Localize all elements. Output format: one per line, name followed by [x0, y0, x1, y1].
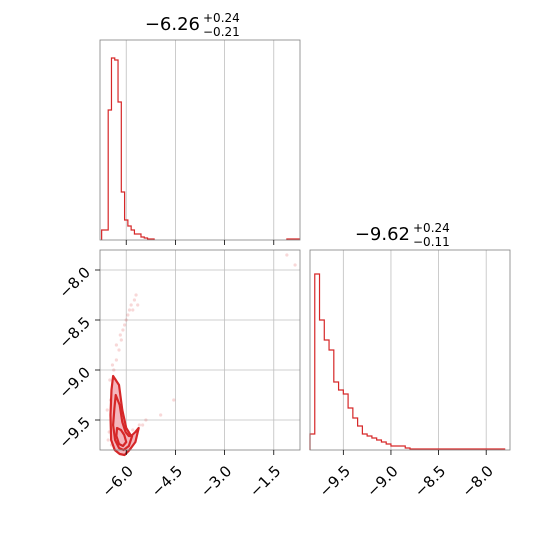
- joint-point: [131, 308, 135, 312]
- joint-point: [159, 413, 163, 417]
- joint-point: [141, 423, 145, 427]
- contour-inner: [115, 426, 128, 448]
- panel-marginal-y: −9.5 −9.0 −8.5 −8.0 −9.62 +0.24 −0.11: [309, 221, 511, 501]
- marginal-y-grid: [342, 250, 487, 450]
- marginal-x-frame: [99, 39, 301, 241]
- joint-point: [131, 428, 135, 432]
- marginal-y-title-plus: +0.24: [413, 221, 450, 235]
- joint-point: [126, 313, 130, 317]
- joint-xtick-label-3: −1.5: [246, 462, 284, 500]
- my-xtick-label-0: −9.5: [316, 462, 354, 500]
- joint-ytick-label-0: −8.0: [56, 263, 94, 301]
- my-xtick-label-2: −8.5: [411, 462, 449, 500]
- joint-ytick-label-1: −8.5: [56, 313, 94, 351]
- joint-point: [136, 303, 140, 307]
- joint-point: [172, 398, 176, 402]
- joint-point: [285, 253, 289, 257]
- joint-point: [114, 358, 118, 362]
- marginal-y-title-value: −9.62: [355, 224, 410, 245]
- contour-middle: [112, 393, 134, 452]
- joint-ytick-label-3: −9.5: [56, 413, 94, 451]
- marginal-x-histogram: [101, 57, 300, 240]
- joint-point: [110, 363, 115, 367]
- my-xtick-label-1: −9.0: [363, 462, 401, 500]
- marginal-x-ticks: [125, 240, 275, 245]
- joint-point: [106, 438, 110, 442]
- joint-point: [117, 348, 121, 352]
- joint-point: [118, 333, 122, 337]
- joint-scatter: [105, 253, 297, 452]
- panel-joint: −6.0 −4.5 −3.0 −1.5 −8.0 −8.5 −9.0 −9.5: [56, 249, 301, 501]
- marginal-x-title-plus: +0.24: [203, 11, 240, 25]
- marginal-y-title-minus: −0.11: [413, 235, 450, 249]
- joint-frame: [99, 249, 301, 451]
- my-xtick-label-3: −8.0: [458, 462, 496, 500]
- marginal-y-frame: [309, 249, 511, 451]
- joint-point: [129, 303, 133, 307]
- marginal-y-histogram: [309, 273, 506, 450]
- joint-point: [293, 263, 297, 267]
- joint-xtick-label-1: −4.5: [148, 462, 186, 500]
- joint-point: [122, 323, 127, 327]
- marginal-x-grid: [125, 40, 275, 240]
- marginal-y-ticks: −9.5 −9.0 −8.5 −8.0: [316, 450, 497, 501]
- joint-ytick-label-2: −9.0: [56, 363, 94, 401]
- joint-point: [127, 308, 132, 312]
- contour-outer: [109, 374, 140, 457]
- joint-point: [134, 293, 138, 297]
- joint-point: [105, 408, 109, 412]
- joint-point: [121, 328, 125, 332]
- marginal-x-title-minus: −0.21: [203, 25, 240, 39]
- joint-xtick-label-2: −3.0: [197, 462, 235, 500]
- joint-point: [119, 338, 123, 342]
- joint-point: [137, 423, 141, 427]
- joint-ticks: −6.0 −4.5 −3.0 −1.5 −8.0 −8.5 −9.0 −9.5: [56, 263, 285, 500]
- joint-xtick-label-0: −6.0: [98, 462, 136, 500]
- joint-contours: [109, 374, 140, 457]
- panel-marginal-x: −6.26 +0.24 −0.21: [99, 11, 301, 245]
- joint-point: [112, 368, 116, 372]
- joint-point: [114, 343, 118, 347]
- joint-point: [108, 378, 112, 382]
- joint-point: [144, 418, 148, 422]
- joint-point: [132, 298, 137, 302]
- joint-point: [124, 318, 128, 322]
- marginal-x-title-value: −6.26: [145, 14, 200, 35]
- joint-grid: [100, 250, 300, 450]
